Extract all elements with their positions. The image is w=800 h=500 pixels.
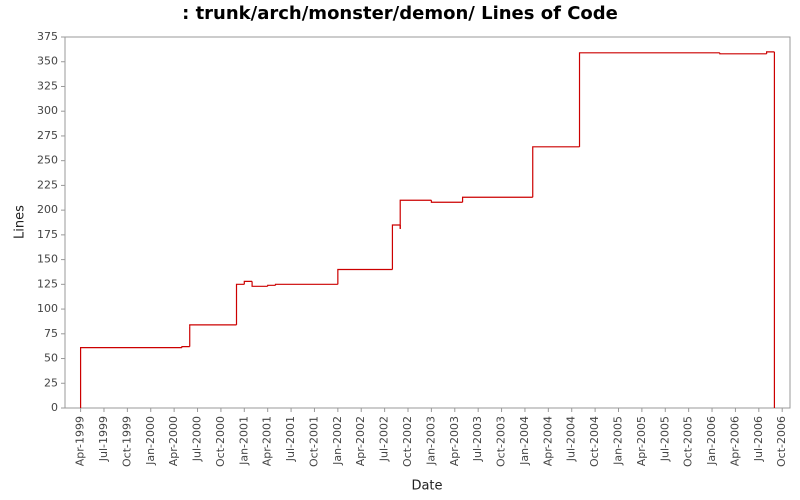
line-step: [532, 146, 580, 198]
chart-title: : trunk/arch/monster/demon/ Lines of Cod…: [182, 3, 618, 24]
x-tick-label: Oct-2001: [307, 416, 320, 467]
x-tick-label: Oct-2005: [682, 416, 695, 467]
x-tick-label: Jan-2001: [237, 416, 250, 466]
line-step: [399, 199, 432, 229]
line-step: [181, 346, 190, 348]
x-tick-label: Jul-2006: [752, 416, 765, 462]
line-step: [243, 280, 253, 285]
x-tick-label: Oct-2002: [401, 416, 414, 467]
x-tick-label: Oct-2003: [495, 416, 508, 467]
line-step: [461, 196, 533, 203]
x-tick-label: Jul-2005: [658, 416, 671, 462]
line-step: [251, 281, 268, 287]
x-tick-label: Apr-2000: [167, 416, 180, 466]
x-axis-label: Date: [411, 479, 442, 494]
y-tick-label: 125: [37, 277, 58, 290]
y-tick-label: 275: [37, 129, 58, 142]
line-step: [235, 283, 245, 325]
x-tick-label: Jan-2002: [331, 416, 344, 466]
x-tick-label: Oct-2006: [775, 416, 788, 467]
x-tick-label: Jan-2005: [611, 416, 624, 466]
x-tick-label: Apr-1999: [74, 416, 87, 466]
x-tick-label: Jul-2000: [191, 416, 204, 462]
x-tick-label: Apr-2001: [261, 416, 274, 466]
x-tick-label: Jan-2006: [705, 416, 718, 466]
y-tick-label: 375: [37, 30, 58, 43]
x-tick-label: Apr-2003: [448, 416, 461, 466]
x-tick-label: Jul-2001: [284, 416, 297, 462]
x-tick-label: Oct-2004: [588, 416, 601, 467]
line-step: [337, 268, 393, 285]
y-tick-label: 325: [37, 79, 58, 92]
line-step: [719, 52, 767, 55]
x-tick-label: Jul-2003: [471, 416, 484, 462]
y-axis-label: Lines: [13, 205, 28, 239]
y-tick-label: 250: [37, 154, 58, 167]
y-tick-label: 50: [44, 352, 58, 365]
line-step: [189, 324, 237, 327]
y-tick-label: 0: [51, 401, 58, 414]
x-tick-label: Jan-2000: [144, 416, 157, 466]
x-tick-label: Jan-2004: [518, 416, 531, 466]
x-tick-label: Apr-2002: [354, 416, 367, 466]
x-tick-label: Oct-2000: [214, 416, 227, 467]
line-step: [79, 347, 182, 408]
y-tick-label: 25: [44, 376, 58, 389]
y-tick-label: 350: [37, 55, 58, 68]
line-step: [274, 283, 338, 286]
y-tick-label: 75: [44, 327, 58, 340]
y-tick-label: 100: [37, 302, 58, 315]
x-tick-label: Jul-2004: [565, 416, 578, 462]
x-tick-label: Apr-2006: [728, 416, 741, 466]
x-tick-label: Jan-2003: [424, 416, 437, 466]
x-tick-label: Apr-2005: [635, 416, 648, 466]
y-tick-label: 300: [37, 104, 58, 117]
y-tick-label: 200: [37, 203, 58, 216]
x-tick-label: Jul-1999: [97, 416, 110, 462]
line-step: [267, 284, 276, 287]
y-tick-label: 150: [37, 253, 58, 266]
line-step: [391, 224, 401, 270]
x-tick-label: Apr-2004: [541, 416, 554, 466]
plot-area: [64, 36, 791, 409]
y-tick-label: 175: [37, 228, 58, 241]
y-tick-label: 225: [37, 178, 58, 191]
line-step: [430, 200, 463, 203]
line-step: [766, 51, 775, 54]
line-step: [578, 52, 720, 147]
x-tick-label: Oct-1999: [120, 416, 133, 467]
x-tick-label: Jul-2002: [378, 416, 391, 462]
